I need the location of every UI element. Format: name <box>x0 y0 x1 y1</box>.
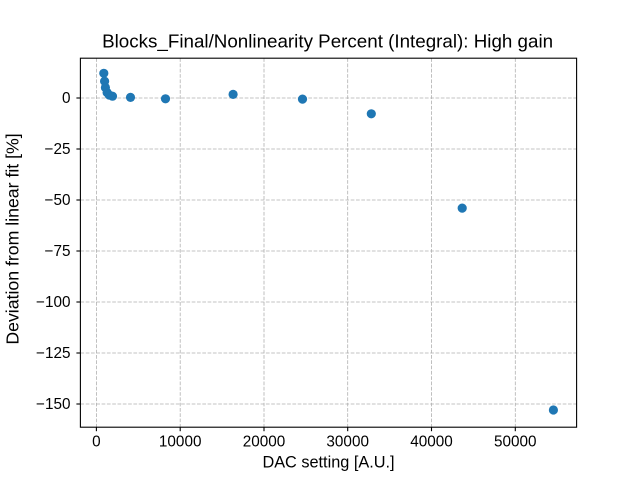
svg-text:0: 0 <box>92 434 101 451</box>
svg-text:−125: −125 <box>36 345 70 362</box>
svg-text:−100: −100 <box>36 294 70 311</box>
svg-text:50000: 50000 <box>494 434 537 451</box>
svg-text:Deviation from linear fit [%]: Deviation from linear fit [%] <box>2 133 22 344</box>
svg-text:0: 0 <box>62 90 71 107</box>
svg-text:30000: 30000 <box>326 434 369 451</box>
svg-text:−75: −75 <box>45 243 71 260</box>
svg-text:Blocks_Final/Nonlinearity Perc: Blocks_Final/Nonlinearity Percent (Integ… <box>102 31 553 53</box>
svg-text:DAC setting [A.U.]: DAC setting [A.U.] <box>262 454 394 472</box>
svg-text:−50: −50 <box>45 192 71 209</box>
svg-text:−25: −25 <box>45 141 71 158</box>
svg-text:40000: 40000 <box>410 434 453 451</box>
svg-text:−150: −150 <box>36 396 70 413</box>
svg-text:10000: 10000 <box>159 434 202 451</box>
svg-text:20000: 20000 <box>243 434 286 451</box>
